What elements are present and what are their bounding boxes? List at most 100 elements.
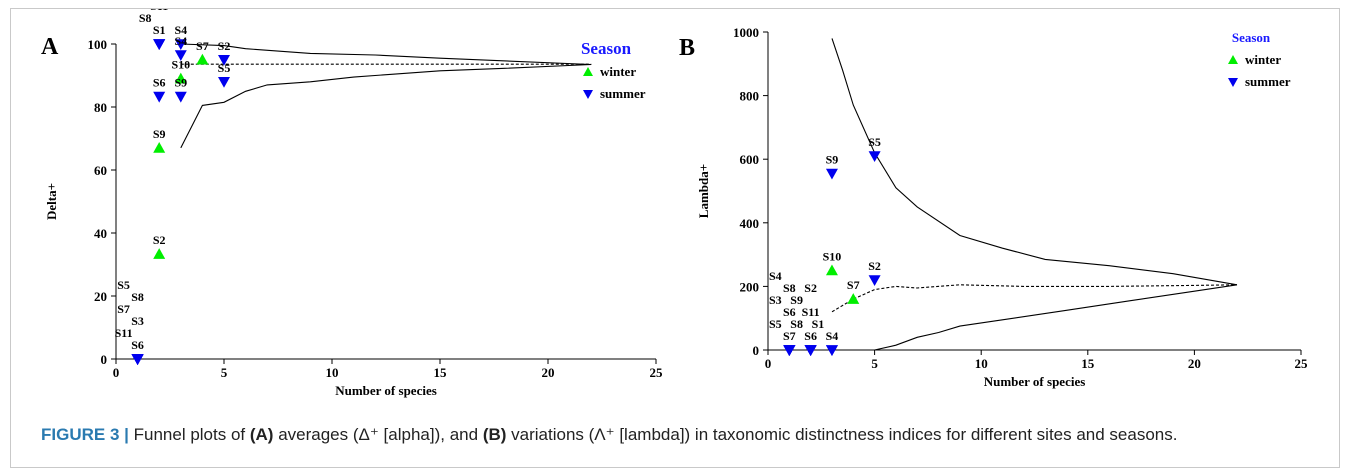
point-label: S4 (174, 23, 187, 37)
y-tick-label: 0 (753, 343, 760, 358)
point-label: S4 (174, 34, 187, 48)
legend-title: Season (1232, 30, 1271, 45)
point-summer-s2 (804, 345, 817, 356)
x-tick-label: 20 (1188, 356, 1201, 371)
point-label: S5 (218, 61, 231, 75)
x-tick-label: 15 (434, 365, 448, 380)
point-label: S1 (153, 23, 166, 37)
y-tick-label: 1000 (733, 25, 759, 40)
x-tick-label: 5 (221, 365, 228, 380)
point-label: S8 (139, 11, 152, 25)
point-winter-s10 (825, 264, 838, 276)
funnel-lower-line (832, 284, 1238, 351)
x-tick-label: 5 (871, 356, 878, 371)
point-label: S7 (117, 302, 130, 316)
x-tick-label: 10 (326, 365, 339, 380)
point-summer-s5 (131, 354, 144, 365)
y-tick-label: 100 (88, 37, 108, 52)
funnel-lower-line (180, 63, 592, 149)
point-summer-s1 (825, 345, 838, 356)
point-summer-s4 (783, 345, 796, 356)
y-tick-label: 0 (101, 352, 108, 367)
y-tick-label: 20 (94, 289, 107, 304)
point-winter-s7 (847, 293, 860, 304)
legend-label-summer: summer (600, 86, 646, 101)
point-label: S8 (790, 317, 803, 331)
point-label: S4 (826, 329, 839, 343)
y-axis-title: Delta+ (44, 183, 59, 220)
legend-marker-summer (1228, 78, 1238, 87)
point-label: S7 (847, 278, 860, 292)
point-label: S1 (812, 317, 825, 331)
point-label: S9 (153, 127, 166, 141)
point-label: S2 (218, 39, 231, 53)
point-label: S6 (153, 76, 166, 90)
x-tick-label: 25 (650, 365, 664, 380)
point-summer-s11 (153, 39, 166, 50)
point-summer-s4 (174, 50, 187, 62)
point-label: S8 (783, 281, 796, 295)
figure-caption: FIGURE 3 | Funnel plots of (A) averages … (41, 425, 1331, 445)
panel-letter: B (679, 35, 695, 61)
point-label: S6 (783, 305, 796, 319)
panel-b: B 0 5 10 15 20 25 0 200 400 600 800 1000 Number of sp… (679, 25, 1308, 389)
caption-seg-2: averages (Δ⁺ [alpha]), and (273, 425, 483, 444)
x-tick-label: 20 (542, 365, 555, 380)
funnel-upper-line (180, 43, 592, 66)
legend-marker-winter (1228, 55, 1238, 64)
point-summer-s2 (218, 54, 230, 66)
point-summer-s4 (174, 39, 187, 50)
point-summer-s2 (868, 275, 881, 287)
point-label: S5 (868, 135, 881, 149)
y-axis-title: Lambda+ (696, 164, 711, 218)
point-label: S4 (769, 269, 782, 283)
point-label: S11 (802, 305, 820, 319)
legend-label-winter: winter (600, 64, 636, 79)
point-label: S11 (150, 9, 168, 13)
caption-seg-1: (A) (249, 425, 274, 444)
point-label: S3 (769, 293, 782, 307)
point-label: S11 (115, 326, 133, 340)
y-tick-label: 60 (94, 163, 107, 178)
x-tick-label: 0 (113, 365, 120, 380)
point-label: S10 (171, 58, 190, 72)
legend-marker-summer (583, 90, 593, 99)
point-label: S6 (804, 329, 817, 343)
point-label: S5 (769, 317, 782, 331)
x-tick-label: 15 (1081, 356, 1095, 371)
caption-seg-3: (B) (482, 425, 507, 444)
point-label: S5 (117, 278, 130, 292)
point-label: S2 (804, 281, 817, 295)
point-winter-s7 (196, 53, 209, 65)
caption-figure-label: FIGURE 3 | (41, 425, 129, 444)
x-tick-label: 25 (1295, 356, 1309, 371)
legend-label-summer: summer (1245, 74, 1291, 89)
funnel-upper-line (831, 38, 1238, 286)
y-tick-label: 200 (740, 279, 760, 294)
point-label: S3 (131, 314, 144, 328)
figure-frame: A 0 5 10 15 20 25 0 20 40 60 80 100 Number of species… (10, 8, 1340, 468)
point-summer-s9 (825, 168, 838, 180)
point-label: S2 (153, 233, 166, 247)
point-label: S9 (790, 293, 803, 307)
point-label: S10 (823, 250, 842, 264)
point-label: S7 (783, 329, 796, 343)
y-tick-label: 800 (740, 89, 760, 104)
caption-seg-0: Funnel plots of (128, 425, 250, 444)
y-tick-label: 400 (740, 216, 760, 231)
x-axis-title: Number of species (335, 383, 437, 398)
x-tick-label: 0 (765, 356, 772, 371)
point-winter-s2 (153, 248, 166, 259)
point-summer-s6 (153, 91, 166, 103)
point-label: S2 (868, 259, 881, 273)
caption-seg-4: variations (Λ⁺ [lambda]) in taxonomic di… (506, 425, 1178, 444)
point-label: S6 (131, 338, 144, 352)
panel-a: A 0 5 10 15 20 25 0 20 40 60 80 100 Number of species… (41, 9, 663, 398)
x-tick-label: 10 (975, 356, 988, 371)
point-summer-s5 (868, 151, 881, 163)
funnel-mean-line (831, 284, 1238, 313)
y-tick-label: 600 (740, 152, 760, 167)
y-tick-label: 40 (94, 226, 107, 241)
point-winter-s10 (174, 72, 187, 84)
